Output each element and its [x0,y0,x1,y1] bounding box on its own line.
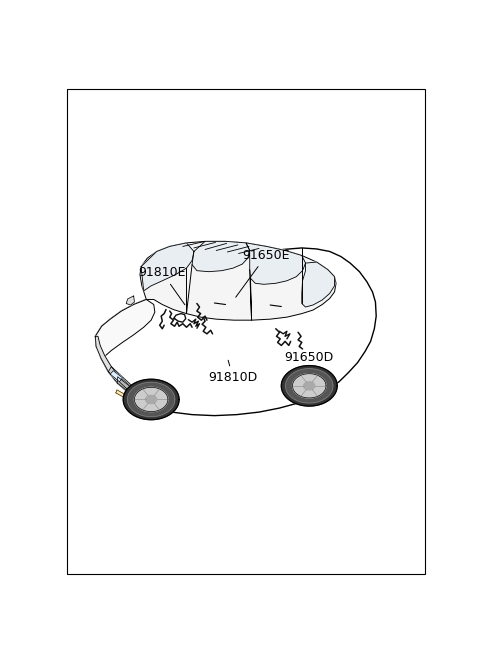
Polygon shape [108,367,156,407]
Polygon shape [96,337,140,401]
Polygon shape [128,382,175,417]
Polygon shape [126,296,134,305]
Text: 91650D: 91650D [285,346,334,364]
Text: 91650E: 91650E [236,249,290,297]
Polygon shape [302,262,335,307]
Polygon shape [192,241,250,272]
Text: 91810D: 91810D [208,360,258,384]
Polygon shape [281,365,337,406]
Polygon shape [110,371,122,382]
Polygon shape [118,377,140,401]
Polygon shape [141,243,194,291]
Polygon shape [286,369,333,403]
Polygon shape [96,299,155,358]
Polygon shape [304,382,315,390]
Polygon shape [134,387,168,411]
Polygon shape [96,248,376,416]
Polygon shape [145,396,156,403]
Text: 91810E: 91810E [139,266,186,305]
Polygon shape [123,379,179,420]
Polygon shape [292,374,326,398]
Polygon shape [246,243,305,284]
Polygon shape [140,241,336,320]
Polygon shape [116,390,126,398]
